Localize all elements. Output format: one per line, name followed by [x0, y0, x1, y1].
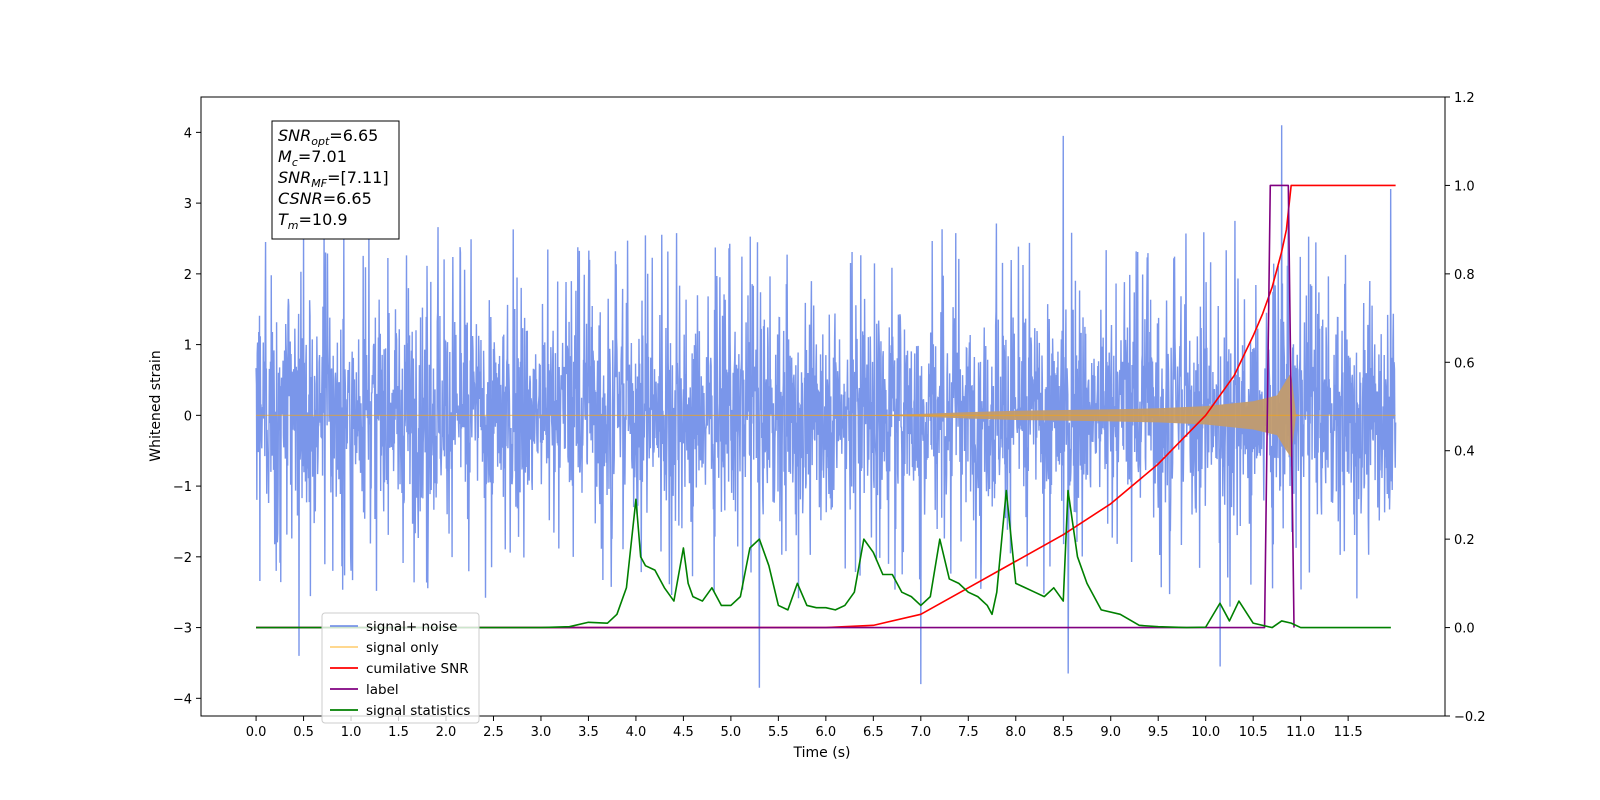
annotation-line: SNRopt=6.65 [278, 126, 378, 148]
legend-label: signal only [366, 640, 439, 656]
x-tick-label: 9.5 [1148, 725, 1169, 740]
x-tick-label: 11.0 [1286, 725, 1315, 740]
annotation-value: =6.65 [323, 189, 372, 208]
legend-label: label [366, 682, 399, 698]
x-tick-label: 4.5 [673, 725, 694, 740]
x-axis-label: Time (s) [793, 745, 851, 761]
annotation-value: =[7.11] [327, 168, 389, 187]
y-tick-label: 1 [184, 339, 192, 354]
legend-label: cumilative SNR [366, 661, 469, 677]
x-tick-label: 8.5 [1053, 725, 1074, 740]
y-tick-label: −3 [173, 622, 192, 637]
x-tick-label: 10.5 [1239, 725, 1268, 740]
annotation-subscript: opt [311, 135, 330, 148]
legend-frame [321, 612, 480, 724]
y2-tick-label: 0.6 [1454, 356, 1475, 371]
annotation-value: =7.01 [298, 147, 347, 166]
annotation-value: =10.9 [299, 210, 348, 229]
x-tick-label: 5.5 [768, 725, 789, 740]
annotation-subscript: c [292, 156, 298, 169]
y-tick-label: 2 [184, 268, 192, 283]
annotation-value: =6.65 [329, 126, 378, 145]
x-tick-label: 5.0 [721, 725, 742, 740]
y2-tick-label: 0.8 [1454, 268, 1475, 283]
annotation-subscript: MF [311, 177, 327, 190]
x-tick-label: 3.5 [578, 725, 599, 740]
annotation-symbol: SNR [278, 168, 311, 187]
annotation-line: Mc=7.01 [278, 147, 347, 169]
y-tick-label: 4 [184, 126, 192, 141]
y-axis-right: 1.2 1.0 0.8 0.6 0.4 0.2 0.0 −0.2 [1445, 91, 1486, 725]
series-signal-statistics [256, 489, 1391, 629]
annotation-subscript: m [288, 219, 299, 232]
x-tick-label: 8.0 [1005, 725, 1026, 740]
stats-annotation-box: SNRopt=6.65Mc=7.01SNRMF=[7.11]CSNR=6.65T… [271, 120, 400, 240]
y-axis-label: Whitened strain [148, 350, 164, 461]
x-tick-label: 7.5 [958, 725, 979, 740]
legend-label: signal statistics [366, 703, 470, 719]
x-tick-label: 11.5 [1334, 725, 1363, 740]
x-tick-label: 9.0 [1100, 725, 1121, 740]
y-tick-label: −1 [173, 480, 192, 495]
x-tick-label: 2.0 [436, 725, 457, 740]
series-layer [255, 125, 1397, 688]
y2-tick-label: 1.2 [1454, 91, 1475, 106]
x-tick-label: 0.5 [293, 725, 314, 740]
annotation-symbol: CSNR [278, 189, 323, 208]
y2-tick-label: 0.0 [1454, 622, 1475, 637]
y-tick-label: −4 [173, 692, 192, 707]
annotation-line: SNRMF=[7.11] [278, 168, 389, 190]
annotation-symbol: SNR [278, 126, 311, 145]
annotation-symbol: M [278, 147, 292, 166]
series-cumulative-snr [256, 184, 1396, 629]
y2-tick-label: 0.2 [1454, 533, 1475, 548]
annotation-symbol: T [278, 210, 289, 229]
y-tick-label: 0 [184, 409, 192, 424]
y-tick-label: 3 [184, 197, 192, 212]
annotation-line: Tm=10.9 [278, 210, 348, 232]
y2-tick-label: 1.0 [1454, 179, 1475, 194]
x-tick-label: 10.0 [1191, 725, 1220, 740]
legend: signal+ noise signal only cumilative SNR la… [321, 612, 480, 724]
x-tick-label: 1.0 [341, 725, 362, 740]
y-tick-label: −2 [173, 551, 192, 566]
x-tick-label: 1.5 [388, 725, 409, 740]
x-tick-label: 3.0 [531, 725, 552, 740]
series-signal-noise [255, 125, 1397, 688]
legend-label: signal+ noise [366, 619, 457, 635]
x-axis: 0.0 0.5 1.0 1.5 2.0 2.5 3.0 3.5 4.0 4.5 5.0 5.5 6.0 6… [246, 716, 1363, 740]
y-axis-left: 4 3 2 1 0 −1 −2 −3 −4 [173, 126, 201, 707]
x-tick-label: 6.0 [816, 725, 837, 740]
x-tick-label: 0.0 [246, 725, 267, 740]
x-tick-label: 4.0 [626, 725, 647, 740]
series-label [256, 184, 1295, 629]
x-tick-label: 6.5 [863, 725, 884, 740]
x-tick-label: 7.0 [910, 725, 931, 740]
annotation-line: CSNR=6.65 [278, 189, 372, 208]
y2-tick-label: −0.2 [1454, 710, 1486, 725]
plot-frame [200, 96, 1446, 717]
annotation-frame [271, 120, 400, 240]
x-tick-label: 2.5 [483, 725, 504, 740]
y2-tick-label: 0.4 [1454, 445, 1475, 460]
